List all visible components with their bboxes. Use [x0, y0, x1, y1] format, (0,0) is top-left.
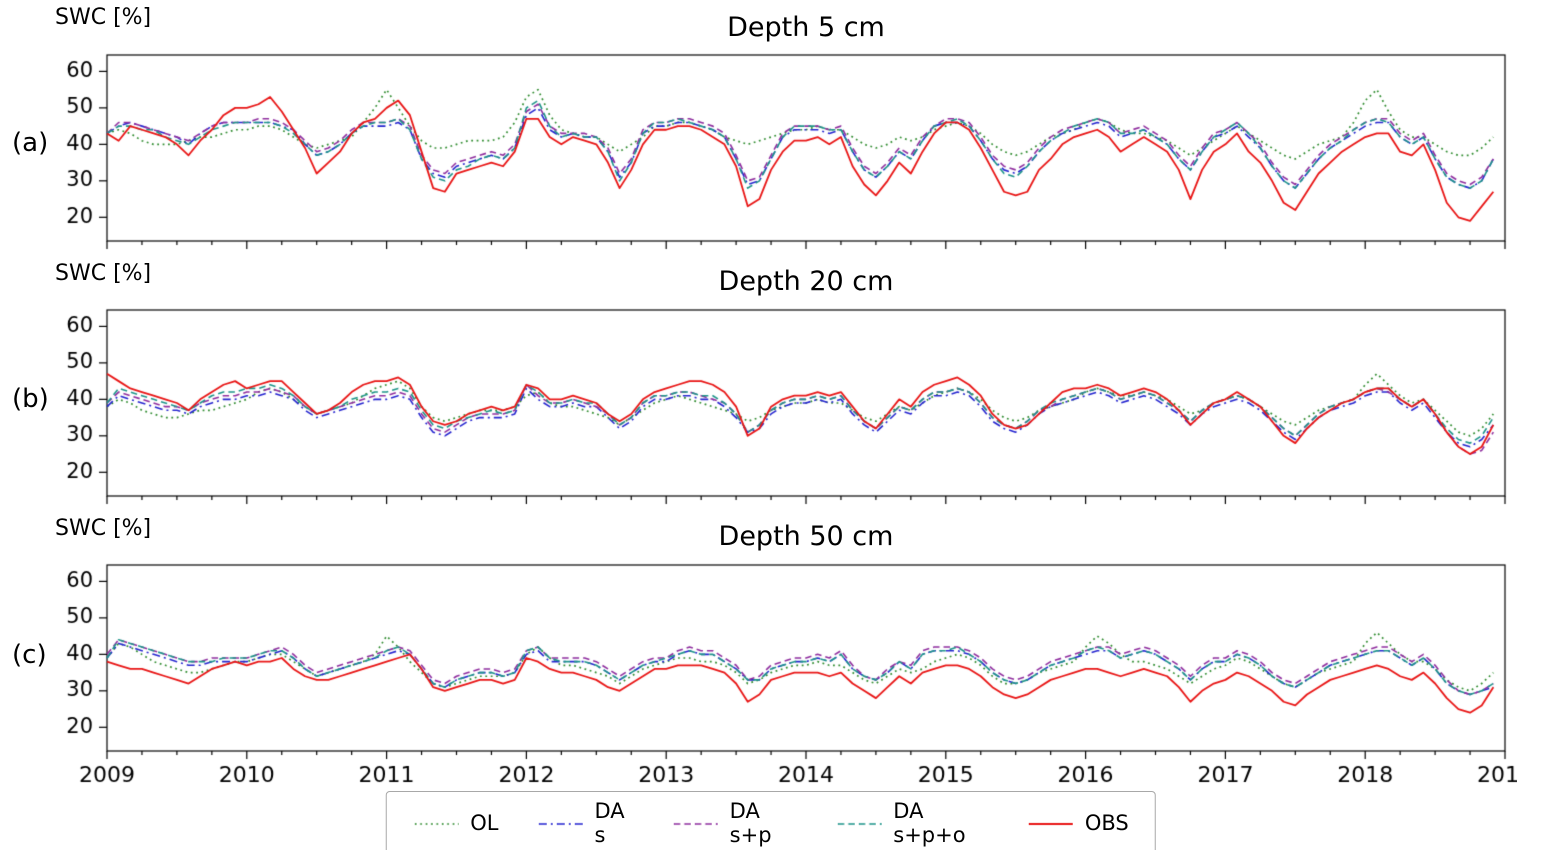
legend-item-da-s-p-o: DA s+p+o [835, 799, 989, 847]
y-axis-label-a: SWC [%] [55, 5, 152, 30]
depth-50cm-chart [45, 562, 1517, 797]
legend-label: OBS [1084, 811, 1129, 835]
panel-letter-b: (b) [12, 384, 49, 414]
legend-line-sample-icon [1026, 815, 1075, 831]
legend-line-sample-icon [536, 815, 585, 831]
panel-title-a: Depth 5 cm [727, 12, 885, 43]
legend-label: DA s+p [729, 799, 772, 847]
legend: OL DA s DA s+p DA s+p+o OBS [385, 791, 1156, 850]
legend-line-sample-icon [671, 815, 720, 831]
legend-label: OL [470, 811, 499, 835]
legend-line-sample-icon [412, 815, 461, 831]
panel-letter-a: (a) [12, 128, 49, 158]
panel-title-b: Depth 20 cm [718, 266, 894, 297]
legend-label: DA s+p+o [893, 799, 966, 847]
panel-title-c: Depth 50 cm [718, 521, 894, 552]
depth-20cm-chart [45, 307, 1517, 542]
y-axis-label-b: SWC [%] [55, 261, 152, 286]
panel-letter-c: (c) [12, 640, 47, 670]
legend-item-da-s: DA s [536, 799, 633, 847]
depth-5cm-chart [45, 52, 1517, 287]
legend-line-sample-icon [835, 815, 884, 831]
legend-item-ol: OL [412, 811, 498, 835]
legend-item-obs: OBS [1026, 811, 1129, 835]
y-axis-label-c: SWC [%] [55, 516, 152, 541]
legend-item-da-s-p: DA s+p [671, 799, 798, 847]
legend-label: DA s [594, 799, 625, 847]
